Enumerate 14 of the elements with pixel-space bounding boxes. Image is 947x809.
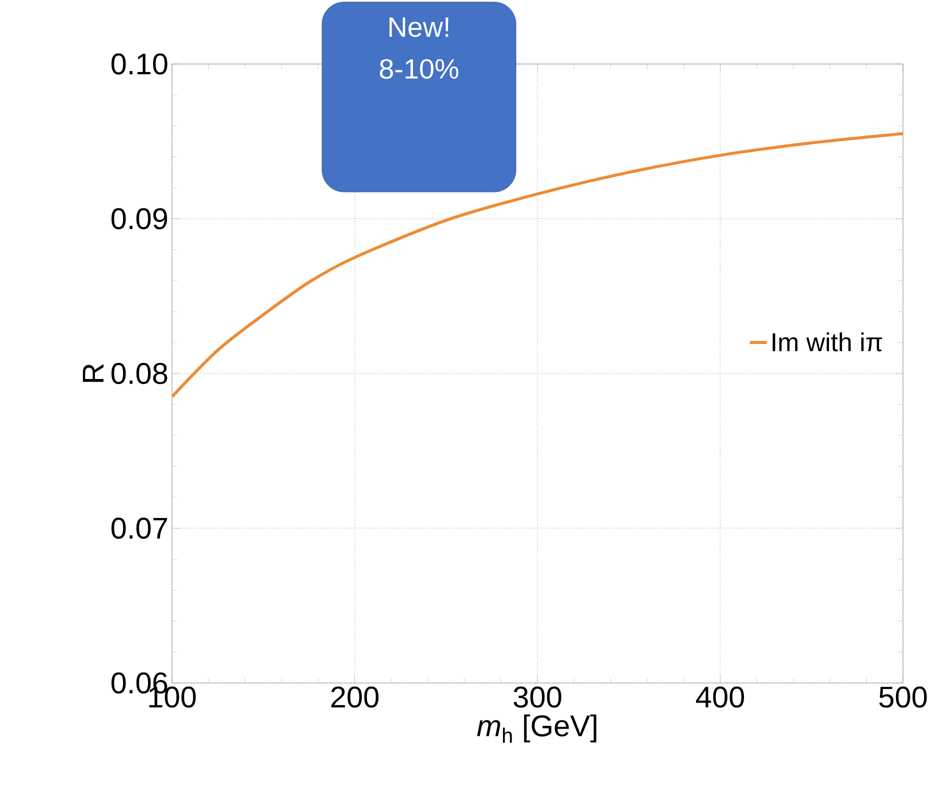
x-tick-label: 400 <box>696 686 744 708</box>
y-axis-title: R <box>82 364 104 382</box>
y-tick-label: 0.10 <box>111 53 168 75</box>
legend-label: Im with iπ <box>772 332 882 352</box>
y-tick-label: 0.07 <box>111 518 167 539</box>
annotation: 8-10% <box>380 59 458 79</box>
line-series <box>172 132 904 398</box>
x-tick-label: 300 <box>514 686 562 708</box>
y-tick-label: 0.08 <box>111 362 168 384</box>
x-tick-label: 500 <box>879 686 927 708</box>
text: New! <box>390 18 448 37</box>
x-axis-title: m$_{h}$ [GeV] <box>477 714 596 743</box>
x-tick-label: 200 <box>331 686 379 708</box>
y-tick-label: 0.09 <box>111 208 168 230</box>
